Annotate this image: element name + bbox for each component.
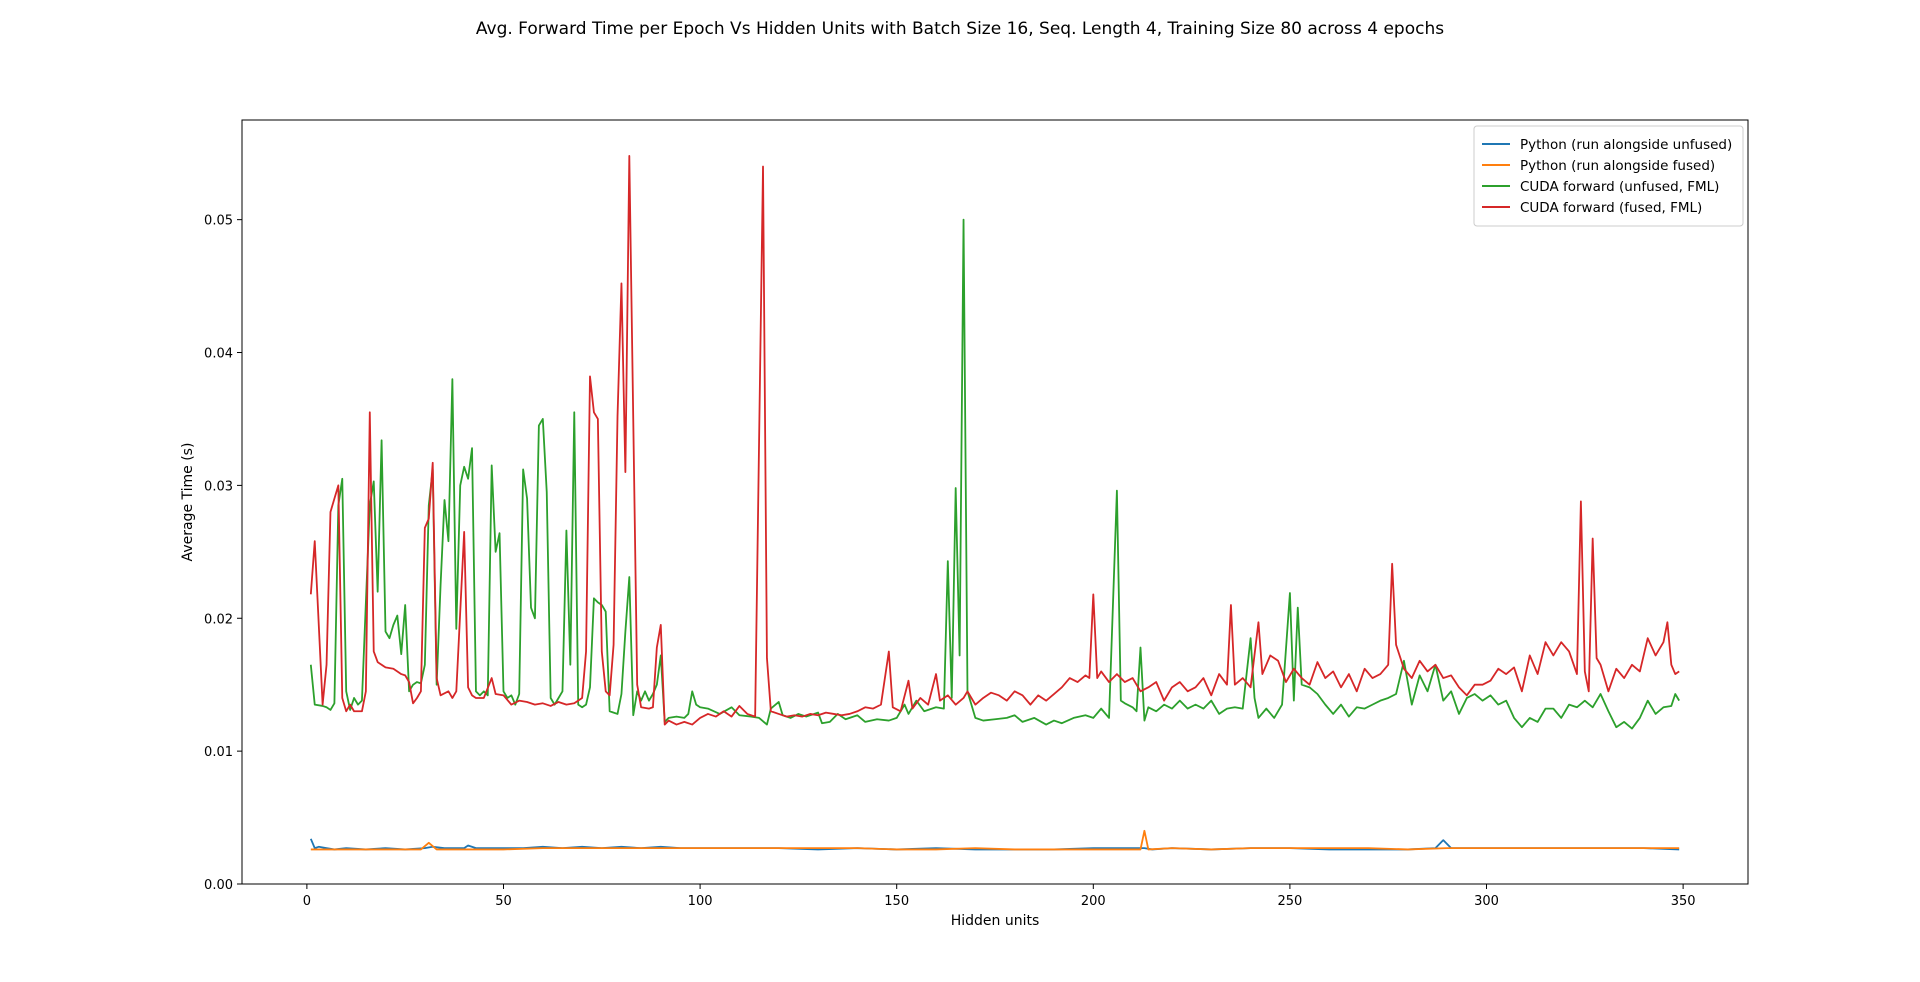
x-tick-label: 100: [688, 894, 713, 909]
series-layer: [309, 154, 1680, 851]
x-tick-label: 0: [303, 894, 311, 909]
chart-title: Avg. Forward Time per Epoch Vs Hidden Un…: [476, 19, 1444, 39]
x-tick-label: 200: [1081, 894, 1106, 909]
plot-frame: [241, 119, 1749, 885]
y-axis: 0.00 0.01 0.02 0.03 0.04 0.05: [204, 214, 242, 893]
x-tick-label: 350: [1671, 894, 1696, 909]
x-axis: 0 50 100 150 200 250 300 350: [303, 884, 1696, 909]
y-tick-label: 0.00: [204, 878, 233, 893]
x-tick-label: 150: [884, 894, 909, 909]
y-tick-label: 0.04: [204, 347, 233, 362]
y-axis-label: Average Time (s): [180, 443, 196, 562]
series-line-4: [309, 154, 1680, 726]
y-tick-label: 0.03: [204, 479, 233, 494]
legend: Python (run alongside unfused) Python (ru…: [1473, 125, 1744, 227]
x-tick-label: 250: [1277, 894, 1302, 909]
y-tick-label: 0.02: [204, 612, 233, 627]
legend-label: CUDA forward (fused, FML): [1520, 200, 1702, 216]
legend-label: CUDA forward (unfused, FML): [1520, 179, 1719, 195]
legend-label: Python (run alongside unfused): [1520, 137, 1732, 153]
legend-box: [1473, 125, 1744, 227]
legend-label: Python (run alongside fused): [1520, 158, 1715, 174]
y-tick-label: 0.05: [204, 214, 233, 229]
x-axis-label: Hidden units: [951, 913, 1040, 929]
x-tick-label: 50: [495, 894, 512, 909]
y-tick-label: 0.01: [204, 745, 233, 760]
series-line-2: [310, 829, 1680, 851]
x-tick-label: 300: [1474, 894, 1499, 909]
